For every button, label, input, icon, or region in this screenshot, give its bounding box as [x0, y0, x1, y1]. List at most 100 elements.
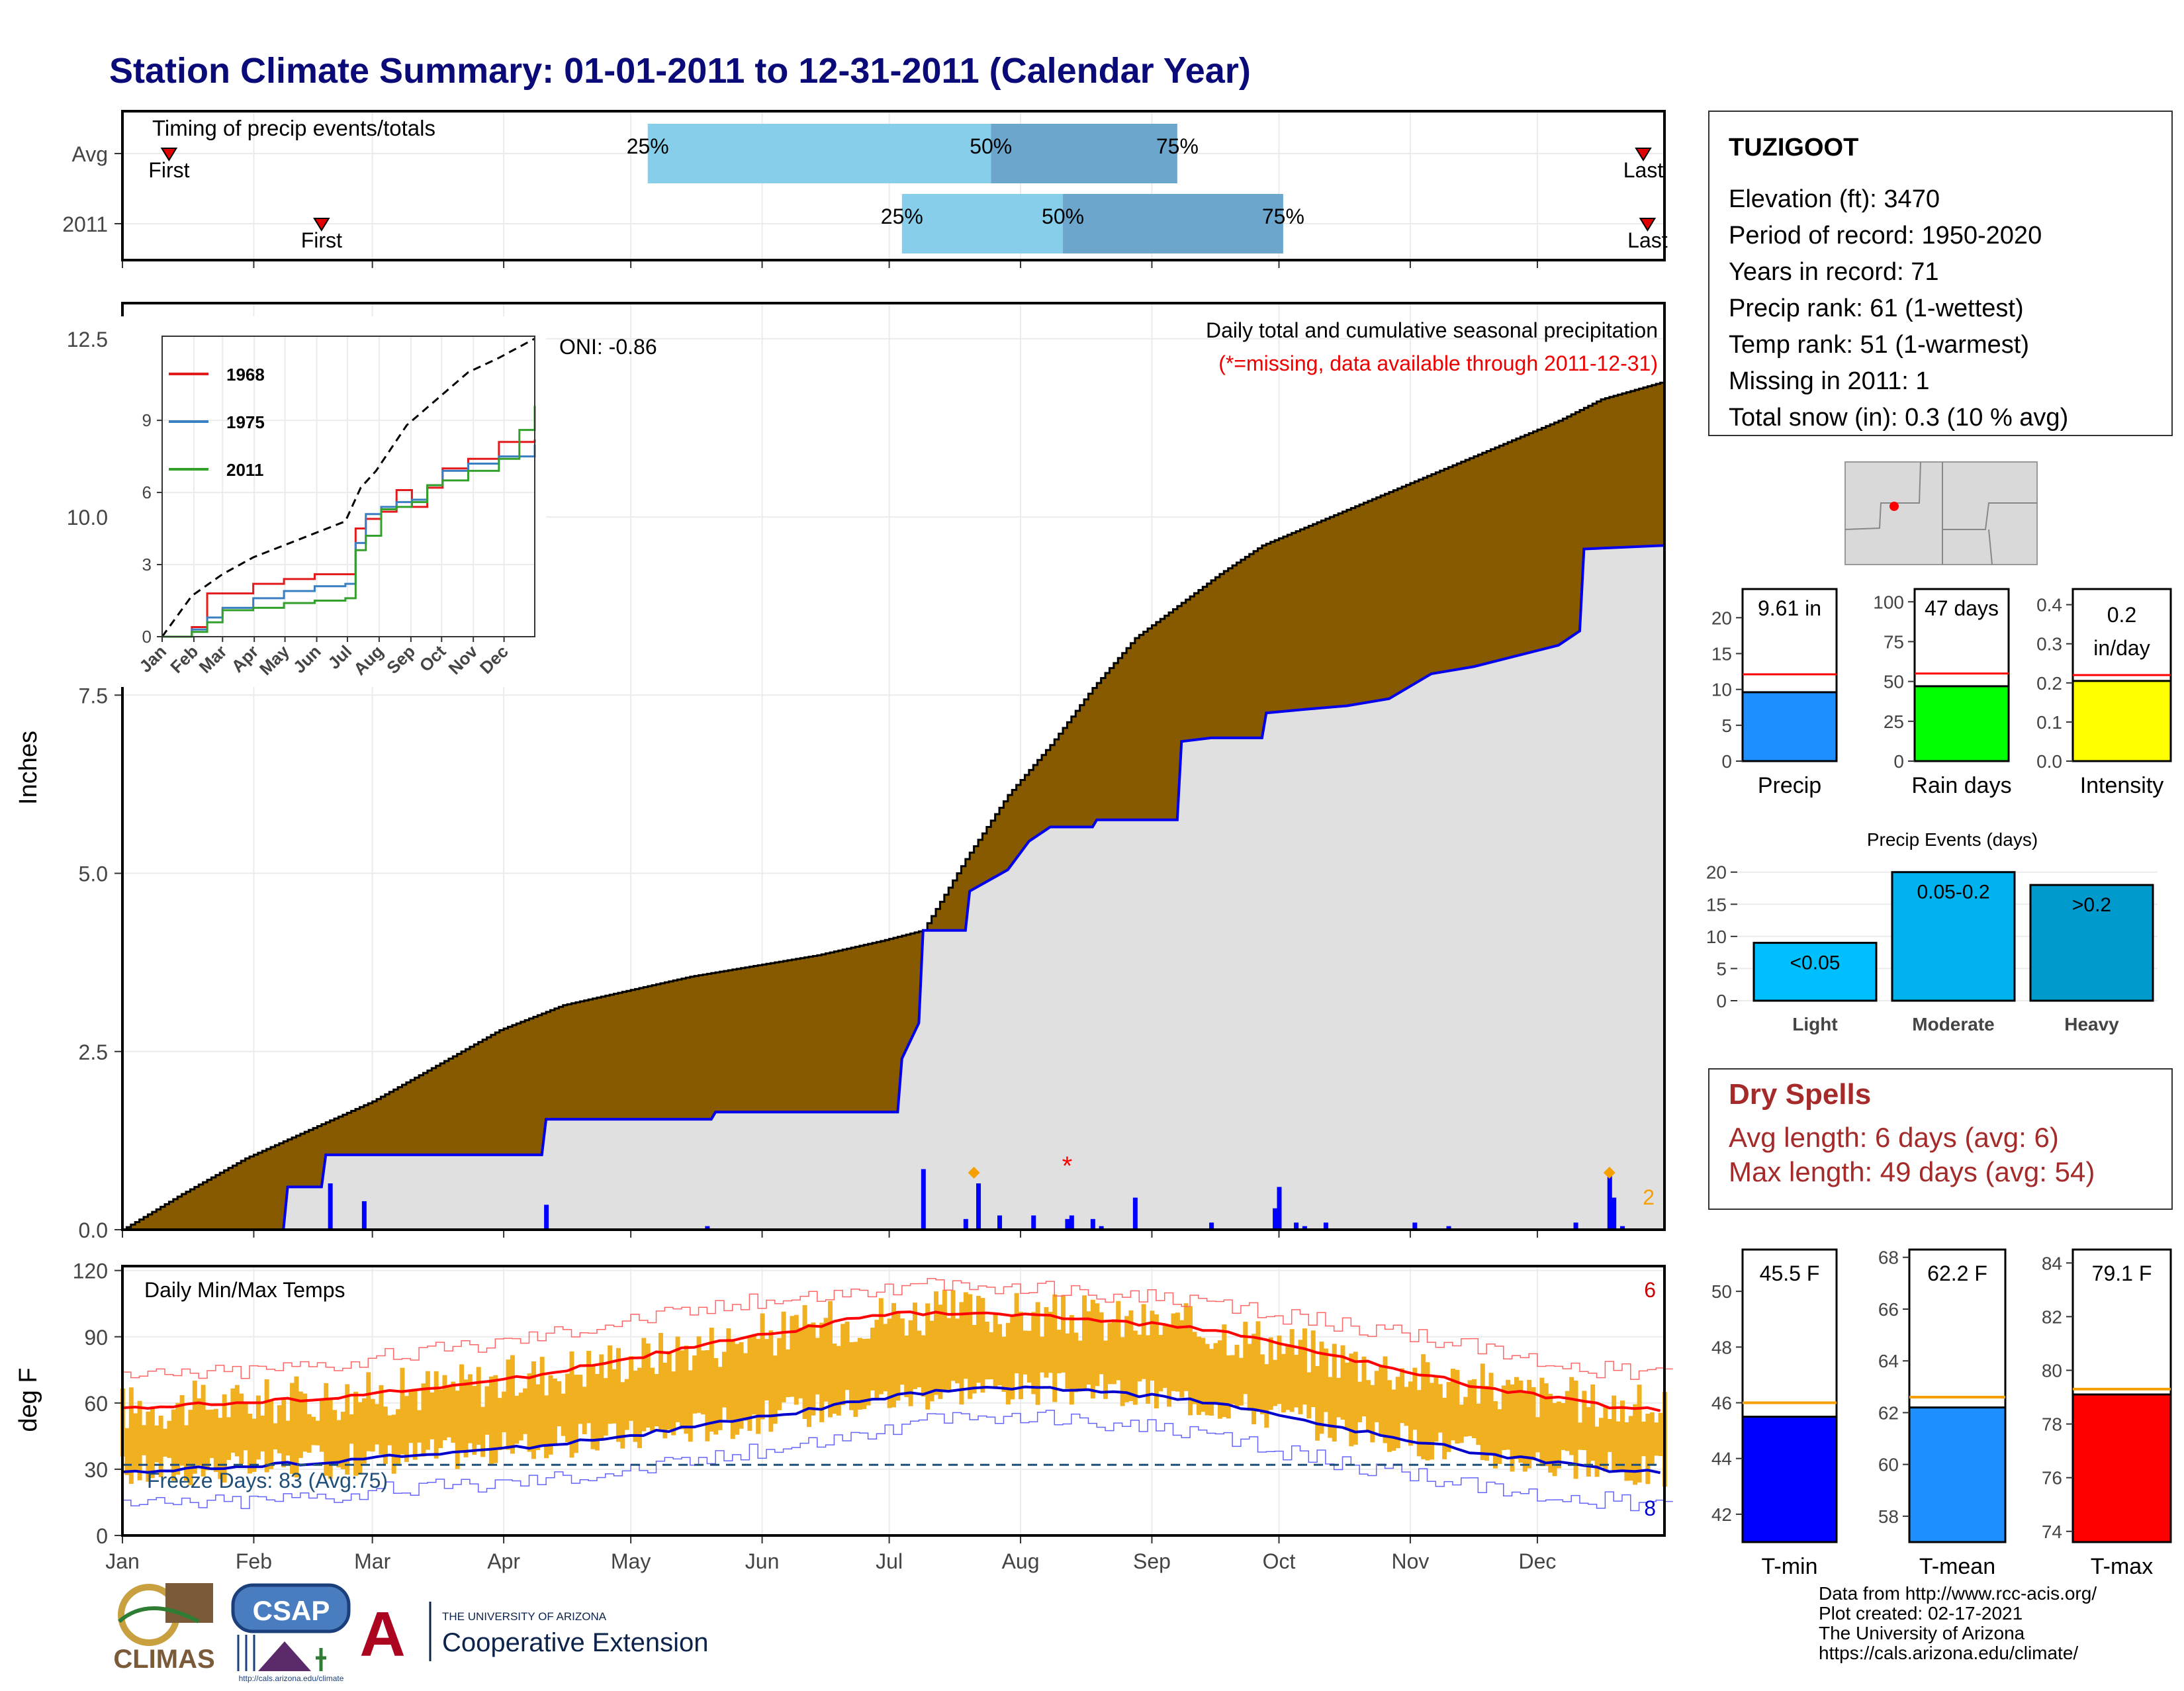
daily-temp-range-bar	[1522, 1392, 1527, 1472]
daily-temp-range-bar	[527, 1373, 532, 1452]
temp-summary-category-label: T-min	[1762, 1554, 1818, 1579]
location-map	[1844, 461, 2038, 565]
summary-category-label: Rain days	[1911, 773, 2011, 798]
daily-temp-range-bar	[1230, 1355, 1236, 1404]
daily-temp-range-bar	[1222, 1324, 1227, 1418]
inset-y-tick-label: 6	[142, 482, 152, 502]
daily-temp-range-bar	[1395, 1377, 1400, 1449]
temp-summary-y-tick-label: 44	[1711, 1449, 1732, 1469]
daily-temp-range-bar	[1146, 1335, 1151, 1404]
daily-temp-range-bar	[218, 1418, 223, 1479]
daily-temp-range-bar	[1340, 1345, 1345, 1420]
daily-temp-range-bar	[383, 1406, 388, 1465]
daily-temp-range-bar	[248, 1414, 253, 1474]
daily-temp-range-bar	[899, 1318, 905, 1385]
daily-precip-bar	[1209, 1222, 1214, 1230]
daily-temp-range-bar	[917, 1330, 922, 1388]
precip-frame	[121, 302, 1666, 1231]
daily-temp-range-bar	[1543, 1383, 1549, 1467]
missing-data-marker: *	[1062, 1152, 1073, 1181]
daily-temp-range-bar	[569, 1351, 574, 1458]
daily-temp-range-bar	[895, 1310, 901, 1401]
daily-temp-range-bar	[548, 1375, 553, 1455]
daily-temp-range-bar	[743, 1353, 748, 1421]
daily-temp-range-bar	[1612, 1395, 1617, 1472]
daily-temp-range-bar	[1408, 1381, 1413, 1446]
daily-temp-range-bar	[171, 1409, 176, 1481]
daily-temp-range-bar	[1471, 1379, 1477, 1438]
daily-temp-range-bar	[1349, 1353, 1354, 1447]
daily-temp-range-bar	[1328, 1377, 1333, 1438]
footer: Data from http://www.rcc-acis.org/Plot c…	[113, 1583, 2097, 1683]
daily-temp-range-bar	[213, 1408, 218, 1473]
temp-y-tick-label: 0	[96, 1524, 108, 1548]
daily-temp-range-bar	[1154, 1314, 1159, 1409]
daily-temp-range-bar	[1573, 1381, 1578, 1479]
daily-temp-range-bar	[730, 1341, 735, 1440]
daily-temp-range-bar	[735, 1344, 740, 1435]
daily-temp-range-bar	[1099, 1312, 1104, 1375]
daily-temp-range-bar	[142, 1425, 147, 1455]
daily-temp-range-bar	[925, 1303, 931, 1410]
daily-temp-range-bar	[645, 1343, 651, 1428]
footer-credit-line: The University of Arizona	[1819, 1623, 2025, 1643]
events-y-tick-label: 0	[1716, 991, 1727, 1011]
daily-temp-range-bar	[366, 1372, 371, 1451]
daily-temp-range-bar	[883, 1324, 888, 1392]
daily-temp-range-bar	[650, 1367, 655, 1432]
timing-q25-label: 25%	[627, 134, 669, 158]
daily-temp-range-bar	[993, 1312, 998, 1387]
daily-temp-range-bar	[1201, 1338, 1206, 1412]
daily-temp-range-bar	[1065, 1333, 1070, 1389]
summary-value-label: 9.61 in	[1758, 596, 1821, 620]
events-bar	[1752, 942, 1878, 1002]
temp-y-tick-label: 120	[73, 1259, 108, 1283]
temp-summary-y-tick-label: 78	[2042, 1414, 2062, 1435]
station-frame	[1708, 111, 2173, 436]
daily-temp-range-bar	[255, 1395, 261, 1460]
daily-temp-range-bar	[1628, 1416, 1633, 1481]
daily-temp-range-bar	[1654, 1422, 1659, 1456]
timing-q75-label: 75%	[1262, 205, 1304, 228]
daily-temp-range-bar	[594, 1373, 600, 1451]
temp-summary-y-tick-label: 66	[1878, 1299, 1899, 1320]
daily-temp-range-bar	[1061, 1295, 1066, 1373]
events-bar	[2029, 884, 2154, 1002]
dry-spells-frame	[1708, 1068, 2173, 1210]
daily-precip-bar	[1323, 1222, 1328, 1230]
temp-y-axis-label: deg F	[15, 1367, 42, 1432]
timing-first-label: First	[301, 228, 342, 252]
daily-temp-range-bar	[1484, 1385, 1490, 1461]
daily-temp-range-bar	[442, 1375, 447, 1441]
station-info-line: Precip rank: 61 (1-wettest)	[1729, 295, 2024, 322]
daily-temp-range-bar	[997, 1324, 1003, 1386]
daily-temp-range-bar	[841, 1324, 846, 1406]
daily-temp-range-bar	[1310, 1330, 1316, 1408]
daily-temp-range-bar	[1374, 1371, 1379, 1422]
daily-temp-range-bar	[866, 1338, 871, 1406]
summary-y-tick-label: 5	[1721, 715, 1732, 736]
daily-temp-range-bar	[679, 1350, 684, 1430]
daily-temp-range-bar	[1294, 1355, 1299, 1408]
daily-temp-range-bar	[1492, 1401, 1498, 1469]
daily-temp-range-bar	[1103, 1340, 1109, 1399]
daily-precip-bar	[997, 1215, 1003, 1230]
precip-events-panel: Precip Events (days) <0.05 Light 0.05-0.2 Mo…	[1706, 829, 2158, 1034]
daily-temp-range-bar	[1548, 1393, 1553, 1473]
daily-temp-range-bar	[968, 1294, 973, 1399]
daily-temp-range-bar	[387, 1415, 392, 1445]
daily-precip-bar	[1090, 1218, 1095, 1230]
daily-temp-range-bar	[1488, 1373, 1494, 1453]
daily-temp-range-bar	[768, 1330, 774, 1432]
daily-temp-range-bar	[128, 1387, 134, 1485]
daily-temp-range-bar	[739, 1342, 744, 1429]
events-y-tick-label: 15	[1706, 894, 1727, 915]
map-background	[1844, 461, 2038, 565]
daily-temp-range-bar	[1005, 1322, 1011, 1405]
daily-temp-range-bar	[1213, 1343, 1218, 1405]
daily-temp-range-bar	[557, 1381, 562, 1427]
timing-last-label: Last	[1623, 158, 1664, 182]
daily-temp-range-bar	[675, 1336, 680, 1422]
normal-max-line	[122, 1310, 1661, 1412]
daily-precip-bar	[1273, 1208, 1278, 1230]
